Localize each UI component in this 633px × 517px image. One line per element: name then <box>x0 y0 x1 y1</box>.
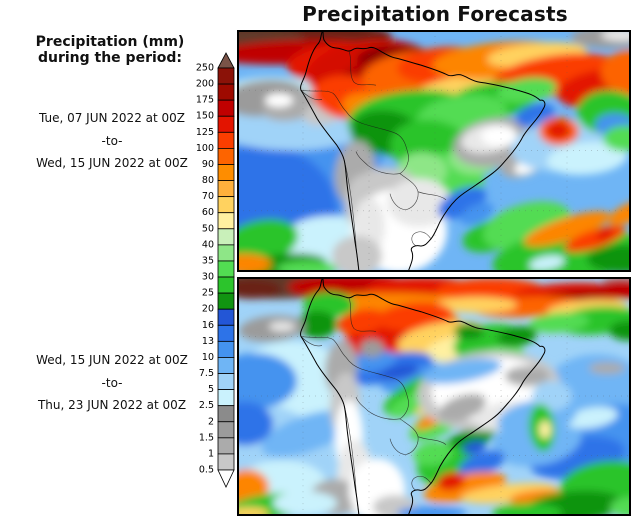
colorbar-tick-label: 40 <box>202 239 214 250</box>
colorbar-tick-label: 13 <box>202 336 214 347</box>
legend-heading-line1: Precipitation (mm) <box>35 34 185 50</box>
forecast-map-period-1-canvas <box>237 30 631 272</box>
forecast-map-period-2 <box>237 277 631 516</box>
colorbar-tick-label: 2.5 <box>199 400 214 411</box>
colorbar-legend: 250 200 175 150 125 100 90 80 70 60 50 40 35 30 25 20 16… <box>188 52 236 492</box>
colorbar-tick-label: 20 <box>202 304 214 315</box>
colorbar-tick-label: 200 <box>196 79 214 90</box>
period-2-start: Wed, 15 JUN 2022 at 00Z <box>36 353 188 367</box>
colorbar-tick-label: 1 <box>208 448 214 459</box>
colorbar-tick-label: 70 <box>202 191 214 202</box>
colorbar-tick-label: 1.5 <box>199 432 214 443</box>
map-frame <box>237 30 631 272</box>
colorbar-tick-label: 250 <box>196 63 214 74</box>
forecast-map-period-2-canvas <box>237 277 631 516</box>
colorbar-tick-label: 16 <box>202 320 214 331</box>
forecast-map-period-1 <box>237 30 631 272</box>
colorbar-tick-label: 0.5 <box>199 465 214 476</box>
period-2-end: Thu, 23 JUN 2022 at 00Z <box>37 398 187 412</box>
period-1-to: -to- <box>101 133 123 148</box>
colorbar-tick-label: 10 <box>202 352 214 363</box>
colorbar-tick-label: 2 <box>208 416 214 427</box>
period-2-label: Wed, 15 JUN 2022 at 00Z -to- Thu, 23 JUN… <box>7 349 217 417</box>
page-title: Precipitation Forecasts <box>302 2 568 26</box>
colorbar-tick-label: 30 <box>202 272 214 283</box>
graticule-lines <box>237 30 631 272</box>
period-2-to: -to- <box>101 375 123 390</box>
period-1-label: Tue, 07 JUN 2022 at 00Z -to- Wed, 15 JUN… <box>7 107 217 175</box>
colorbar-tick-label: 175 <box>196 95 214 106</box>
colorbar-tick-label: 125 <box>196 127 214 138</box>
colorbar-tick-label: 100 <box>196 143 214 154</box>
graticule-lines <box>237 277 631 516</box>
colorbar-tick-label: 7.5 <box>199 368 214 379</box>
map-frame <box>237 277 631 516</box>
period-1-end: Wed, 15 JUN 2022 at 00Z <box>36 156 188 170</box>
colorbar-tick-label: 5 <box>208 384 214 395</box>
colorbar-tick-label: 90 <box>202 159 214 170</box>
colorbar-tick-label: 80 <box>202 175 214 186</box>
period-1-start: Tue, 07 JUN 2022 at 00Z <box>38 111 186 125</box>
legend-heading: Precipitation (mm) during the period: <box>10 34 210 66</box>
colorbar-tick-label: 25 <box>202 288 214 299</box>
colorbar-scale: 2502001751501251009080706050403530252016… <box>196 52 235 488</box>
legend-heading-line2: during the period: <box>37 50 183 66</box>
colorbar-tick-label: 150 <box>196 111 214 122</box>
colorbar-tick-label: 35 <box>202 255 214 266</box>
colorbar-tick-label: 50 <box>202 223 214 234</box>
colorbar-tick-label: 60 <box>202 207 214 218</box>
